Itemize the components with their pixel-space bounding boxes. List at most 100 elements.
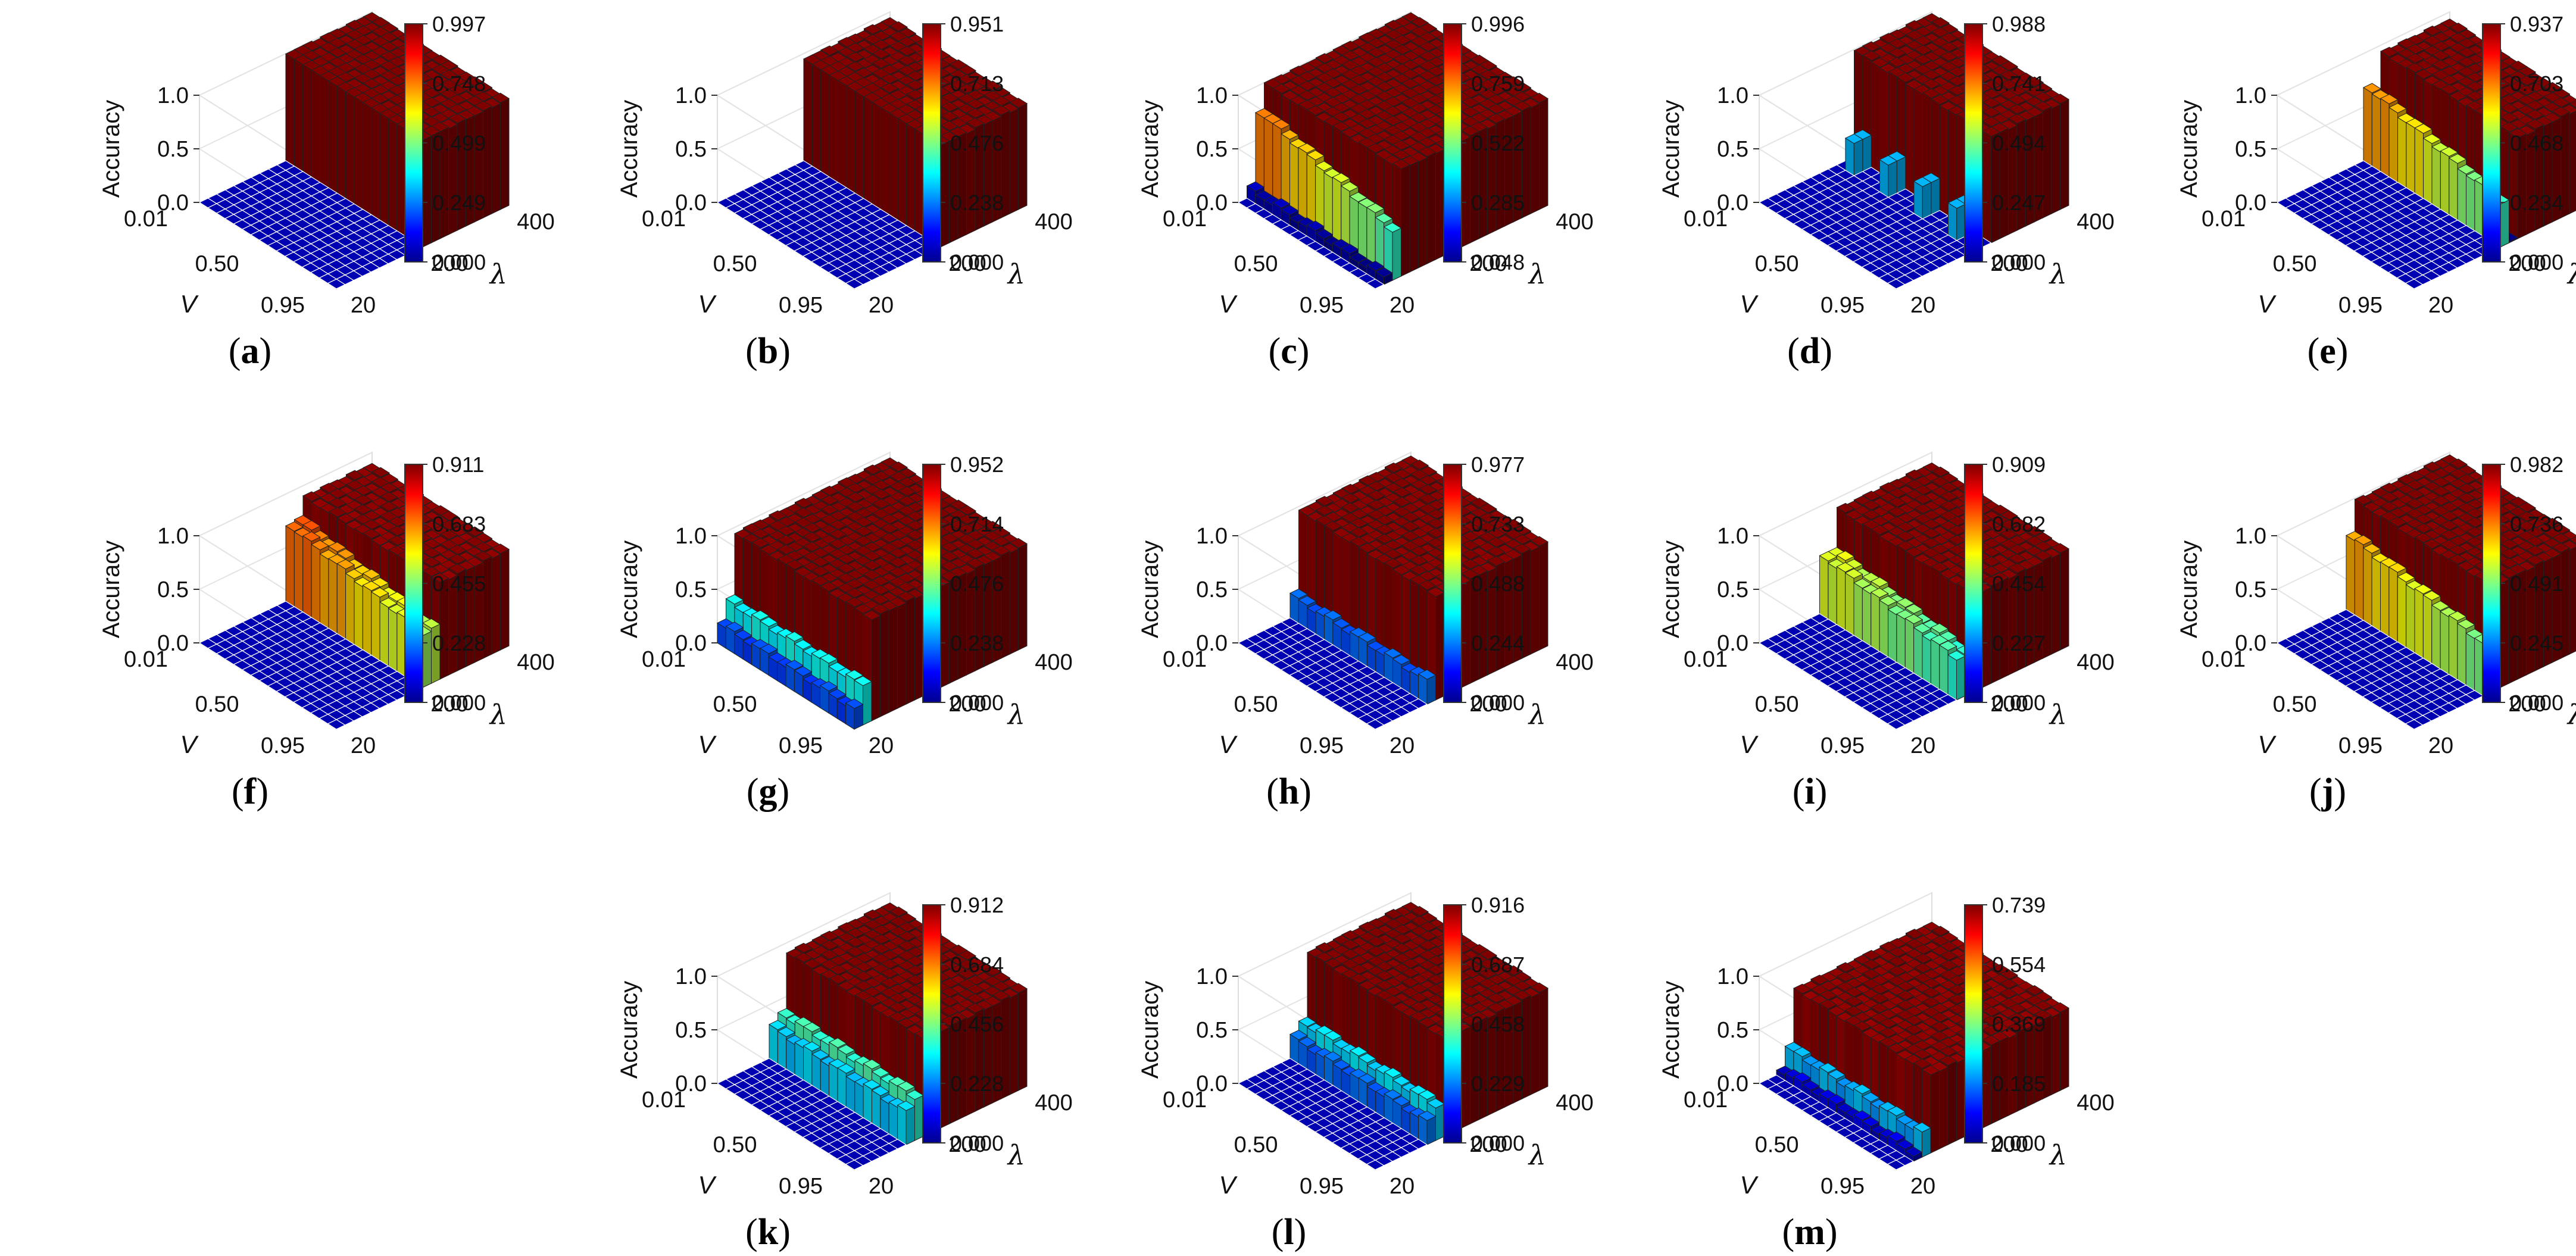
v-tick-label: 0.50 [2273, 251, 2317, 276]
v-tick-label: 0.50 [713, 692, 757, 717]
colorbar-tick-label: 0.245 [2510, 631, 2563, 655]
lambda-tick-label: 400 [517, 650, 554, 675]
z-tick-label: 1.0 [1717, 964, 1748, 989]
lambda-axis-label: λ [1528, 258, 1546, 290]
v-tick-label: 0.50 [1234, 692, 1278, 717]
lambda-axis-label: λ [1528, 1139, 1546, 1171]
z-tick-label: 1.0 [2235, 83, 2266, 108]
panel-caption: (b) [745, 331, 791, 371]
v-axis-label: V [698, 1171, 717, 1199]
lambda-tick-label: 20 [869, 733, 894, 758]
colorbar-tick-label: 0.229 [1471, 1071, 1525, 1096]
lambda-tick-label: 400 [2077, 210, 2114, 235]
panel-caption: (g) [747, 771, 789, 812]
v-tick-label: 0.50 [713, 1132, 757, 1157]
colorbar-tick-label: 0.000 [950, 250, 1004, 274]
z-axis-label: Accuracy [1658, 540, 1684, 639]
panel-caption: (i) [1793, 771, 1828, 812]
colorbar-tick-label: 0.554 [1992, 952, 2046, 977]
z-tick-label: 1.0 [157, 524, 189, 549]
z-axis-label: Accuracy [616, 100, 642, 198]
lambda-axis-label: λ [1528, 699, 1546, 731]
colorbar-tick-label: 0.000 [2510, 691, 2563, 715]
colorbar-tick-label: 0.000 [432, 250, 486, 274]
z-axis-label: Accuracy [1137, 100, 1163, 198]
z-tick-label: 0.5 [675, 137, 707, 162]
colorbar-gradient [1964, 904, 1983, 1143]
v-tick-label: 0.01 [1163, 207, 1207, 232]
colorbar-tick-label: 0.048 [1471, 250, 1525, 274]
colorbar-tick-label: 0.000 [1471, 691, 1525, 715]
v-axis-label: V [180, 730, 199, 758]
colorbar-gradient [922, 904, 941, 1143]
colorbar-tick-label: 0.522 [1471, 131, 1525, 155]
v-tick-label: 0.50 [2273, 692, 2317, 717]
z-axis-label: Accuracy [2176, 100, 2202, 198]
colorbar-tick-label: 0.713 [950, 71, 1004, 96]
bar [1417, 669, 1437, 705]
colorbar-gradient [1443, 464, 1462, 703]
z-axis-label: Accuracy [98, 540, 124, 639]
lambda-axis-label: λ [489, 699, 507, 731]
v-tick-label: 0.01 [2202, 207, 2246, 232]
v-axis-label: V [2257, 730, 2277, 758]
v-tick-label: 0.95 [261, 293, 305, 318]
z-tick-label: 0.5 [1717, 137, 1748, 162]
colorbar-tick-label: 0.912 [950, 893, 1004, 917]
z-tick-label: 1.0 [1196, 964, 1228, 989]
v-tick-label: 0.95 [1821, 293, 1865, 318]
lambda-tick-label: 20 [869, 293, 894, 318]
colorbar-tick-label: 0.000 [1992, 1131, 2046, 1155]
v-tick-label: 0.95 [2338, 733, 2383, 758]
lambda-axis-label: λ [2049, 258, 2067, 290]
colorbar-tick-label: 0.736 [2510, 512, 2563, 536]
v-tick-label: 0.95 [1821, 733, 1865, 758]
lambda-tick-label: 20 [351, 293, 376, 318]
v-axis-label: V [1740, 290, 1759, 318]
colorbar-tick-label: 0.937 [2510, 12, 2563, 36]
lambda-tick-label: 400 [1556, 650, 1593, 675]
v-tick-label: 0.50 [1234, 1132, 1278, 1157]
v-tick-label: 0.95 [779, 293, 823, 318]
bar [845, 698, 864, 730]
chart-panel-e: 0.00.51.0Accuracy0.010.500.95V20200400λ0… [2176, 11, 2576, 371]
v-tick-label: 0.01 [124, 207, 168, 232]
v-tick-label: 0.01 [1684, 1088, 1728, 1113]
colorbar-tick-label: 0.733 [1471, 512, 1525, 536]
z-tick-label: 0.5 [1196, 1018, 1228, 1043]
colorbar-tick-label: 0.000 [1992, 691, 2046, 715]
colorbar-tick-label: 0.456 [950, 1012, 1004, 1036]
z-tick-label: 1.0 [675, 964, 707, 989]
v-tick-label: 0.95 [779, 733, 823, 758]
colorbar-tick-label: 0.285 [1471, 190, 1525, 215]
colorbar-gradient [1443, 904, 1462, 1143]
colorbar-tick-label: 0.249 [432, 190, 486, 215]
colorbar-gradient [1964, 23, 1983, 263]
v-tick-label: 0.95 [2338, 293, 2383, 318]
bar [1947, 198, 1966, 241]
z-axis-label: Accuracy [98, 100, 124, 198]
colorbar-tick-label: 0.687 [1471, 952, 1525, 977]
v-axis-label: V [1219, 290, 1238, 318]
v-tick-label: 0.95 [261, 733, 305, 758]
v-tick-label: 0.01 [124, 647, 168, 672]
v-tick-label: 0.95 [779, 1174, 823, 1199]
panel-caption: (l) [1272, 1212, 1307, 1252]
v-axis-label: V [1219, 1171, 1238, 1199]
lambda-tick-label: 20 [869, 1174, 894, 1199]
lambda-axis-label: λ [2049, 1139, 2067, 1171]
colorbar-tick-label: 0.499 [432, 131, 486, 155]
lambda-tick-label: 20 [1910, 733, 1935, 758]
